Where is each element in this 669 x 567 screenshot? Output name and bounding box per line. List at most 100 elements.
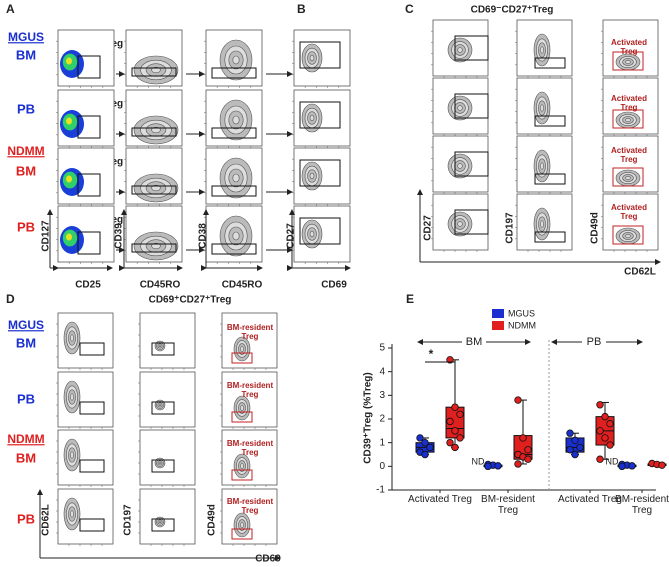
panel-label: A bbox=[6, 2, 15, 16]
plot-frame bbox=[139, 488, 196, 545]
legend-swatch bbox=[492, 309, 504, 318]
density-cloud bbox=[457, 163, 463, 169]
density-cloud bbox=[66, 57, 72, 65]
density-cloud bbox=[240, 405, 244, 411]
data-point bbox=[601, 434, 609, 442]
gate bbox=[612, 225, 644, 245]
row-label: PB bbox=[17, 391, 35, 406]
y-tick-label: 5 bbox=[379, 343, 385, 354]
gate bbox=[299, 217, 341, 245]
gate bbox=[151, 459, 175, 473]
data-point bbox=[421, 450, 429, 459]
row-label: PB bbox=[17, 101, 35, 116]
gate bbox=[211, 67, 257, 79]
data-point bbox=[451, 403, 459, 411]
axis-label: CD39 bbox=[114, 223, 125, 249]
gate-label: Activated Treg bbox=[610, 203, 647, 221]
gate bbox=[454, 35, 489, 61]
density-cloud bbox=[70, 393, 74, 401]
plot-frame bbox=[516, 193, 573, 251]
axis-label: CD39⁺Treg (%Treg) bbox=[363, 372, 374, 463]
data-point bbox=[514, 460, 522, 468]
gate bbox=[612, 109, 644, 129]
panel-title: CD69⁻CD27⁺Treg bbox=[471, 5, 554, 16]
data-point bbox=[566, 446, 574, 454]
row-label: BM bbox=[16, 335, 36, 350]
axis-label: CD25 bbox=[75, 280, 101, 291]
density-cloud bbox=[70, 451, 74, 459]
row-label: PB bbox=[17, 219, 35, 234]
gate bbox=[612, 167, 644, 187]
density-cloud bbox=[625, 234, 631, 238]
data-point bbox=[446, 417, 454, 426]
gate bbox=[231, 469, 253, 481]
density-cloud bbox=[158, 520, 162, 524]
data-point bbox=[524, 455, 532, 463]
gate bbox=[77, 115, 101, 139]
panel-label: B bbox=[297, 2, 306, 16]
gate bbox=[231, 352, 253, 364]
density-cloud bbox=[240, 346, 244, 352]
gate bbox=[77, 55, 101, 79]
gate-label: Activated Treg bbox=[610, 38, 647, 56]
gate bbox=[231, 528, 253, 540]
row-label: BM bbox=[16, 47, 36, 62]
legend-swatch bbox=[492, 321, 504, 330]
gate bbox=[79, 459, 105, 473]
row-label: BM bbox=[16, 450, 36, 465]
density-cloud bbox=[232, 231, 240, 241]
axis-label: CD27 bbox=[423, 215, 434, 241]
data-point bbox=[494, 462, 502, 470]
density-cloud bbox=[540, 104, 544, 112]
density-cloud bbox=[625, 176, 631, 180]
data-point bbox=[421, 438, 429, 447]
data-point bbox=[601, 412, 609, 421]
gate bbox=[612, 51, 644, 71]
y-tick-label: 0 bbox=[379, 461, 385, 472]
axis-label: CD45RO bbox=[222, 280, 263, 291]
gate bbox=[79, 401, 105, 415]
plot-frame bbox=[221, 488, 278, 545]
data-point bbox=[606, 420, 614, 428]
density-cloud bbox=[70, 510, 74, 518]
gate bbox=[454, 209, 489, 235]
gate bbox=[131, 67, 177, 77]
gate bbox=[151, 401, 175, 415]
data-point bbox=[596, 427, 604, 435]
nd-label: ND bbox=[472, 456, 485, 466]
nd-label: ND bbox=[606, 456, 619, 466]
density-cloud bbox=[66, 233, 72, 241]
y-tick-label: 4 bbox=[379, 366, 385, 377]
data-point bbox=[596, 455, 604, 463]
gate bbox=[211, 127, 257, 139]
data-point bbox=[618, 462, 626, 471]
group-label: BM bbox=[466, 336, 483, 348]
gate bbox=[131, 243, 177, 253]
density-cloud bbox=[151, 66, 161, 74]
gate bbox=[151, 342, 175, 356]
significance-label: * bbox=[429, 347, 434, 361]
plot-frame bbox=[139, 429, 196, 486]
gate bbox=[534, 115, 566, 127]
data-point bbox=[566, 429, 574, 437]
density-cloud bbox=[232, 115, 240, 125]
data-point bbox=[606, 441, 614, 449]
data-point bbox=[446, 438, 454, 447]
data-point bbox=[484, 462, 492, 471]
density-cloud bbox=[457, 221, 463, 227]
gate bbox=[299, 159, 341, 187]
row-label: MGUS bbox=[8, 318, 44, 332]
density-cloud bbox=[66, 117, 72, 125]
axis-label: CD45RO bbox=[140, 280, 181, 291]
gate bbox=[211, 185, 257, 197]
x-tick-label: Activated Treg bbox=[558, 494, 622, 505]
data-point bbox=[576, 443, 584, 452]
legend-label: MGUS bbox=[508, 308, 535, 318]
data-point bbox=[628, 462, 636, 470]
plot-frame bbox=[139, 312, 196, 369]
gate-label: BM-resident Treg bbox=[226, 381, 274, 399]
plot-frame bbox=[221, 312, 278, 369]
density-cloud bbox=[309, 172, 315, 180]
gate bbox=[77, 173, 101, 197]
